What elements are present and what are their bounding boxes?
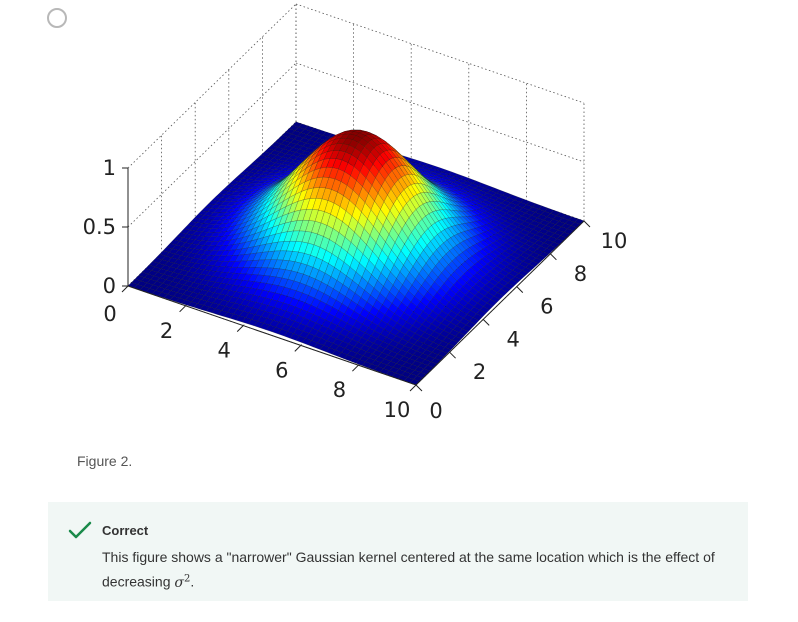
x-tick-label: 0 [103,302,116,326]
surface-mesh [127,121,585,386]
answer-option-radio[interactable] [47,8,67,28]
feedback-text: This figure shows a "narrower" Gaussian … [102,549,715,590]
y-axis-line [415,220,585,386]
x-tick-label: 4 [218,339,231,363]
x-tick [352,364,359,372]
x-tick-label: 10 [384,398,411,422]
x-tick [236,325,244,332]
x-tick [121,285,129,293]
sigma-symbol: σ2 [174,573,191,591]
feedback-panel: Correct This figure shows a "narrower" G… [48,502,748,601]
sigma-exponent: 2 [183,573,191,584]
y-tick [516,286,524,293]
grid-line [127,62,297,228]
x-tick [179,305,186,313]
y-tick [415,384,423,392]
x-tick [294,345,302,352]
grid-line [295,62,585,163]
feedback-explanation: This figure shows a "narrower" Gaussian … [102,546,738,594]
x-tick-label: 2 [160,319,173,343]
figure-caption: Figure 2. [77,453,133,469]
x-tick-label: 8 [333,378,346,402]
sigma-letter: σ [174,574,184,591]
x-tick-label: 6 [275,358,288,382]
y-tick-label: 6 [540,295,553,319]
feedback-status: Correct [102,523,149,538]
z-tick-label: 0.5 [83,215,116,239]
y-tick-label: 8 [574,262,587,286]
y-tick-label: 2 [473,360,486,384]
grid-line [127,3,297,169]
y-tick [550,253,557,261]
y-tick-label: 10 [601,229,628,253]
z-tick-label: 1 [103,156,116,180]
z-tick-label: 0 [103,274,116,298]
feedback-period: . [190,573,195,590]
y-tick-label: 0 [429,399,442,423]
y-tick [449,351,456,359]
y-tick-label: 4 [507,327,520,351]
x-tick [409,384,417,392]
checkmark-icon [68,521,92,539]
grid-line [295,3,585,104]
y-tick [482,319,490,326]
x-axis-line [127,285,417,386]
y-tick [583,220,591,228]
